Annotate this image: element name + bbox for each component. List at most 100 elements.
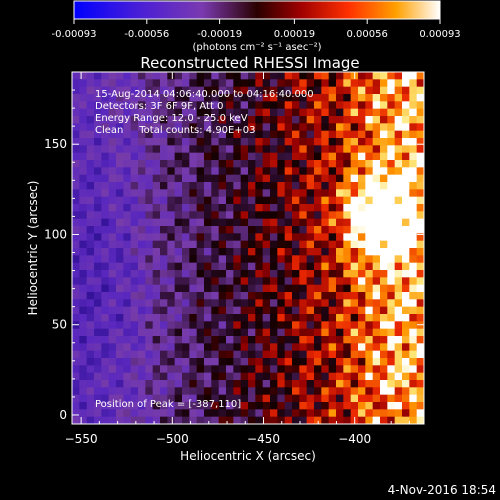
heatmap-cell bbox=[72, 350, 80, 359]
heatmap-cell bbox=[336, 160, 344, 168]
heatmap-cell bbox=[321, 189, 330, 198]
heatmap-cell bbox=[387, 167, 396, 176]
heatmap-cell bbox=[277, 211, 286, 220]
heatmap-cell bbox=[167, 145, 176, 154]
heatmap-cell bbox=[314, 394, 322, 403]
heatmap-cell bbox=[365, 387, 374, 396]
heatmap-cell bbox=[145, 145, 154, 154]
heatmap-cell bbox=[358, 387, 366, 396]
heatmap-cell bbox=[72, 174, 80, 183]
heatmap-cell bbox=[189, 262, 198, 271]
heatmap-cell bbox=[292, 116, 300, 124]
heatmap-cell bbox=[284, 182, 293, 190]
heatmap-cell bbox=[365, 79, 374, 88]
heatmap-cell bbox=[94, 204, 102, 212]
heatmap-cell bbox=[248, 138, 256, 146]
heatmap-cell bbox=[167, 284, 176, 293]
heatmap-cell bbox=[314, 145, 322, 154]
heatmap-cell bbox=[416, 145, 424, 154]
heatmap-cell bbox=[130, 409, 139, 418]
heatmap-cell bbox=[182, 365, 190, 374]
heatmap-cell bbox=[167, 270, 176, 278]
heatmap-cell bbox=[79, 394, 88, 403]
heatmap-cell bbox=[372, 152, 381, 161]
heatmap-cell bbox=[299, 116, 308, 124]
heatmap-cell bbox=[145, 416, 154, 424]
heatmap-cell bbox=[350, 262, 359, 271]
heatmap-cell bbox=[86, 79, 95, 88]
heatmap-cell bbox=[387, 394, 396, 403]
heatmap-cell bbox=[116, 138, 124, 146]
heatmap-cell bbox=[182, 189, 190, 198]
heatmap-cell bbox=[189, 350, 198, 359]
heatmap-cell bbox=[189, 277, 198, 286]
heatmap-cell bbox=[130, 255, 139, 264]
heatmap-cell bbox=[94, 306, 102, 315]
heatmap-cell bbox=[358, 321, 366, 330]
heatmap-cell bbox=[189, 226, 198, 234]
heatmap-cell bbox=[233, 402, 242, 410]
heatmap-cell bbox=[130, 218, 139, 227]
heatmap-cell bbox=[116, 350, 124, 359]
heatmap-cell bbox=[218, 233, 227, 242]
heatmap-cell bbox=[233, 306, 242, 315]
heatmap-cell bbox=[343, 233, 352, 242]
heatmap-cell bbox=[167, 394, 176, 403]
heatmap-cell bbox=[365, 72, 374, 80]
heatmap-cell bbox=[387, 248, 396, 256]
heatmap-cell bbox=[314, 152, 322, 161]
heatmap-cell bbox=[189, 204, 198, 212]
heatmap-cell bbox=[292, 196, 300, 205]
heatmap-cell bbox=[240, 402, 249, 410]
heatmap-cell bbox=[321, 321, 330, 330]
heatmap-cell bbox=[321, 248, 330, 256]
heatmap-cell bbox=[387, 123, 396, 132]
heatmap-cell bbox=[372, 277, 381, 286]
heatmap-cell bbox=[218, 328, 227, 337]
heatmap-cell bbox=[270, 306, 278, 315]
y-tick-label: 100 bbox=[44, 227, 67, 241]
heatmap-cell bbox=[328, 86, 337, 95]
heatmap-cell bbox=[409, 72, 418, 80]
heatmap-cell bbox=[167, 350, 176, 359]
heatmap-cell bbox=[372, 196, 381, 205]
heatmap-cell bbox=[94, 248, 102, 256]
heatmap-cell bbox=[409, 160, 418, 168]
heatmap-cell bbox=[152, 306, 161, 315]
heatmap-cell bbox=[167, 138, 176, 146]
heatmap-cell bbox=[328, 233, 337, 242]
heatmap-cell bbox=[174, 152, 183, 161]
heatmap-cell bbox=[402, 123, 410, 132]
heatmap-cell bbox=[328, 387, 337, 396]
heatmap-cell bbox=[292, 138, 300, 146]
heatmap-cell bbox=[372, 189, 381, 198]
heatmap-cell bbox=[409, 284, 418, 293]
heatmap-cell bbox=[358, 145, 366, 154]
heatmap-cell bbox=[277, 72, 286, 80]
heatmap-cell bbox=[152, 94, 161, 102]
heatmap-cell bbox=[211, 72, 220, 80]
heatmap-cell bbox=[116, 196, 124, 205]
heatmap-cell bbox=[145, 321, 154, 330]
heatmap-cell bbox=[72, 255, 80, 264]
heatmap-cell bbox=[108, 299, 117, 308]
heatmap-cell bbox=[284, 72, 293, 80]
heatmap-cell bbox=[350, 380, 359, 388]
heatmap-cell bbox=[299, 350, 308, 359]
heatmap-cell bbox=[211, 321, 220, 330]
heatmap-cell bbox=[167, 160, 176, 168]
heatmap-cell bbox=[372, 284, 381, 293]
heatmap-cell bbox=[152, 226, 161, 234]
heatmap-cell bbox=[387, 160, 396, 168]
heatmap-cell bbox=[226, 262, 234, 271]
heatmap-cell bbox=[416, 233, 424, 242]
heatmap-cell bbox=[116, 248, 124, 256]
annotation-energy-range: Energy Range: 12.0 - 25.0 keV bbox=[95, 113, 248, 124]
heatmap-cell bbox=[255, 343, 264, 352]
heatmap-cell bbox=[262, 211, 271, 220]
heatmap-cell bbox=[372, 174, 381, 183]
heatmap-cell bbox=[270, 240, 278, 249]
heatmap-cell bbox=[79, 314, 88, 322]
heatmap-cell bbox=[277, 101, 286, 110]
heatmap-cell bbox=[365, 358, 374, 366]
